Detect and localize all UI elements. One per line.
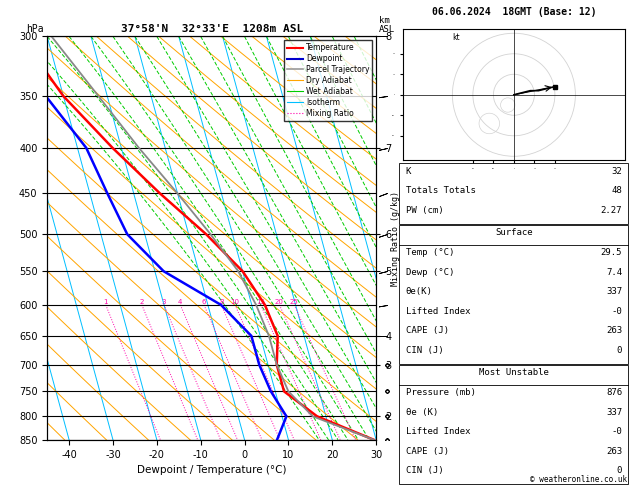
- Text: CIN (J): CIN (J): [406, 346, 443, 355]
- Text: 4: 4: [178, 299, 182, 305]
- Text: 263: 263: [606, 447, 622, 456]
- Legend: Temperature, Dewpoint, Parcel Trajectory, Dry Adiabat, Wet Adiabat, Isotherm, Mi: Temperature, Dewpoint, Parcel Trajectory…: [284, 40, 372, 121]
- Text: 32: 32: [611, 167, 622, 176]
- Text: 06.06.2024  18GMT (Base: 12): 06.06.2024 18GMT (Base: 12): [431, 7, 596, 17]
- Text: CIN (J): CIN (J): [406, 466, 443, 475]
- Text: 6: 6: [202, 299, 206, 305]
- Text: 48: 48: [611, 186, 622, 195]
- Title: 37°58'N  32°33'E  1208m ASL: 37°58'N 32°33'E 1208m ASL: [121, 24, 303, 35]
- Text: θe(K): θe(K): [406, 287, 433, 296]
- Text: CAPE (J): CAPE (J): [406, 326, 448, 335]
- Text: 29.5: 29.5: [601, 248, 622, 258]
- Text: Mixing Ratio (g/kg): Mixing Ratio (g/kg): [391, 191, 399, 286]
- Text: Surface: Surface: [495, 228, 533, 237]
- Text: θe (K): θe (K): [406, 408, 438, 417]
- Text: 15: 15: [256, 299, 265, 305]
- Text: Most Unstable: Most Unstable: [479, 368, 549, 377]
- Text: 25: 25: [290, 299, 299, 305]
- Text: PW (cm): PW (cm): [406, 206, 443, 215]
- Text: 7.4: 7.4: [606, 268, 622, 277]
- Text: 3: 3: [162, 299, 166, 305]
- Text: -0: -0: [611, 307, 622, 316]
- Text: Totals Totals: Totals Totals: [406, 186, 476, 195]
- Text: 20: 20: [275, 299, 284, 305]
- Text: Pressure (mb): Pressure (mb): [406, 388, 476, 398]
- Text: 8: 8: [219, 299, 223, 305]
- Text: 1: 1: [104, 299, 108, 305]
- Text: 263: 263: [606, 326, 622, 335]
- Text: Temp (°C): Temp (°C): [406, 248, 454, 258]
- Text: 2: 2: [140, 299, 144, 305]
- Text: 337: 337: [606, 287, 622, 296]
- Text: -0: -0: [611, 427, 622, 436]
- Text: hPa: hPa: [26, 24, 44, 34]
- X-axis label: Dewpoint / Temperature (°C): Dewpoint / Temperature (°C): [137, 465, 286, 475]
- Text: 2.27: 2.27: [601, 206, 622, 215]
- Text: 10: 10: [231, 299, 240, 305]
- Text: 337: 337: [606, 408, 622, 417]
- Text: km
ASL: km ASL: [379, 16, 396, 34]
- Text: kt: kt: [452, 33, 460, 42]
- Text: © weatheronline.co.uk: © weatheronline.co.uk: [530, 474, 627, 484]
- Text: CAPE (J): CAPE (J): [406, 447, 448, 456]
- Text: K: K: [406, 167, 411, 176]
- Text: Lifted Index: Lifted Index: [406, 427, 470, 436]
- Text: 0: 0: [616, 346, 622, 355]
- Text: Dewp (°C): Dewp (°C): [406, 268, 454, 277]
- Text: 0: 0: [616, 466, 622, 475]
- Text: Lifted Index: Lifted Index: [406, 307, 470, 316]
- Text: 876: 876: [606, 388, 622, 398]
